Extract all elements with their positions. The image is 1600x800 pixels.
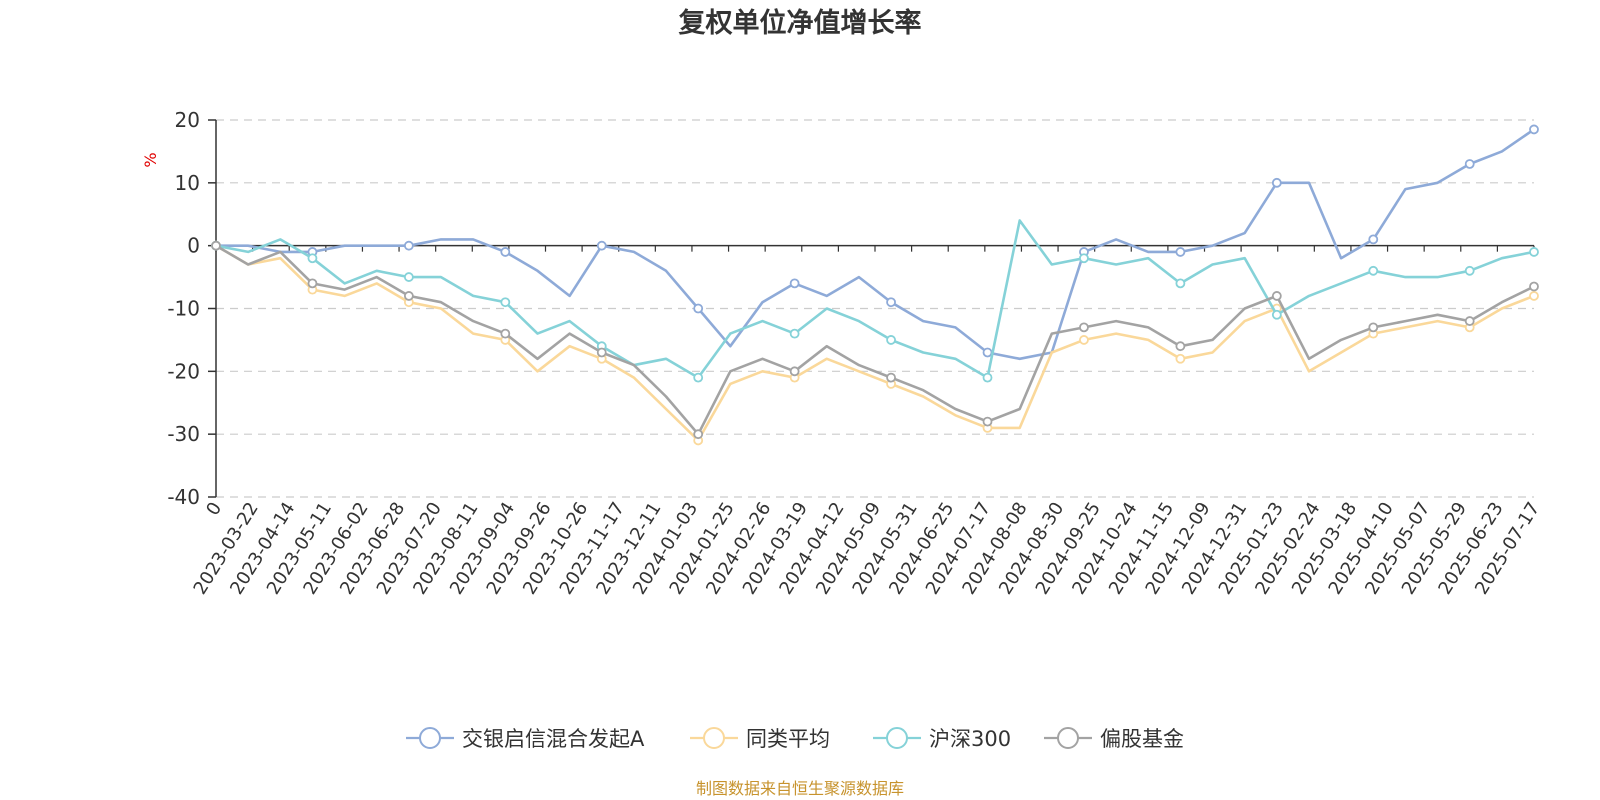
y-tick-labels: 20 10 0 -10 -20 -30 -40 bbox=[167, 108, 200, 509]
x-tick-label: 0 bbox=[202, 499, 226, 520]
series-line-0 bbox=[216, 128, 1535, 361]
y-tick-label: 0 bbox=[187, 234, 200, 258]
legend[interactable]: 交银启信混合发起A 同类平均 沪深300 偏股基金 bbox=[406, 727, 1184, 751]
data-point bbox=[1529, 124, 1539, 135]
legend-item-3[interactable]: 偏股基金 bbox=[1044, 727, 1184, 751]
data-point bbox=[1175, 353, 1186, 364]
data-point bbox=[693, 372, 704, 383]
data-point bbox=[1529, 281, 1539, 292]
data-point bbox=[982, 416, 993, 427]
data-point bbox=[1368, 322, 1379, 333]
chart-title: 复权单位净值增长率 bbox=[679, 7, 922, 39]
data-point bbox=[1529, 247, 1539, 257]
data-point bbox=[500, 297, 511, 308]
data-point bbox=[403, 291, 414, 301]
data-point bbox=[500, 247, 511, 257]
y-tick-label: -10 bbox=[167, 297, 200, 321]
data-point bbox=[789, 278, 800, 289]
data-point bbox=[886, 335, 896, 345]
y-tick-label: 20 bbox=[175, 108, 200, 132]
legend-marker bbox=[1057, 727, 1079, 749]
data-point bbox=[403, 240, 414, 251]
data-point bbox=[307, 253, 318, 264]
data-point bbox=[886, 372, 896, 383]
data-point bbox=[1368, 265, 1379, 276]
data-point bbox=[1271, 291, 1282, 301]
y-tick-label: 10 bbox=[175, 171, 200, 195]
data-point bbox=[596, 347, 607, 358]
data-point bbox=[1079, 253, 1089, 264]
x-tick-labels: 02023-03-222023-04-142023-05-112023-06-0… bbox=[190, 499, 1545, 599]
data-point bbox=[789, 328, 800, 339]
y-tick-label: -30 bbox=[167, 422, 200, 446]
legend-item-1[interactable]: 同类平均 bbox=[690, 727, 830, 751]
legend-item-2[interactable]: 沪深300 bbox=[873, 727, 1011, 751]
legend-marker bbox=[703, 727, 725, 749]
data-point bbox=[693, 429, 704, 440]
data-point bbox=[1271, 177, 1282, 188]
y-tick-label: -40 bbox=[167, 485, 200, 509]
data-point bbox=[1529, 291, 1539, 301]
grid-lines bbox=[216, 119, 1534, 498]
data-point bbox=[1464, 265, 1475, 276]
data-point bbox=[693, 303, 704, 314]
legend-label: 偏股基金 bbox=[1100, 727, 1184, 751]
legend-label: 沪深300 bbox=[929, 727, 1011, 751]
series-lines bbox=[211, 124, 1539, 446]
series-line-2 bbox=[215, 219, 1535, 379]
data-point bbox=[1175, 278, 1186, 289]
data-point bbox=[500, 328, 511, 339]
data-point bbox=[596, 240, 607, 251]
data-point bbox=[1079, 335, 1089, 345]
data-point bbox=[211, 240, 221, 251]
data-point bbox=[1368, 234, 1379, 245]
legend-item-0[interactable]: 交银启信混合发起A bbox=[406, 727, 645, 751]
data-point bbox=[403, 272, 414, 282]
data-point bbox=[1079, 322, 1089, 333]
data-point bbox=[307, 278, 318, 289]
data-point bbox=[1175, 247, 1186, 257]
data-point bbox=[789, 366, 800, 377]
series-line-1 bbox=[215, 244, 1535, 442]
y-axis-unit: % bbox=[141, 152, 160, 167]
legend-marker bbox=[419, 727, 441, 749]
legend-marker bbox=[886, 727, 908, 749]
data-point bbox=[1464, 316, 1475, 326]
data-point bbox=[1175, 341, 1186, 352]
data-source-note: 制图数据来自恒生聚源数据库 bbox=[696, 779, 904, 798]
data-point bbox=[982, 347, 993, 358]
series-line-3 bbox=[215, 244, 1535, 436]
data-point bbox=[1271, 309, 1282, 320]
data-point bbox=[1464, 159, 1475, 169]
axes bbox=[208, 119, 1535, 498]
data-point bbox=[982, 372, 993, 383]
legend-label: 同类平均 bbox=[746, 727, 830, 751]
legend-label: 交银启信混合发起A bbox=[462, 727, 645, 751]
data-point bbox=[886, 297, 896, 308]
y-tick-label: -20 bbox=[167, 359, 200, 383]
